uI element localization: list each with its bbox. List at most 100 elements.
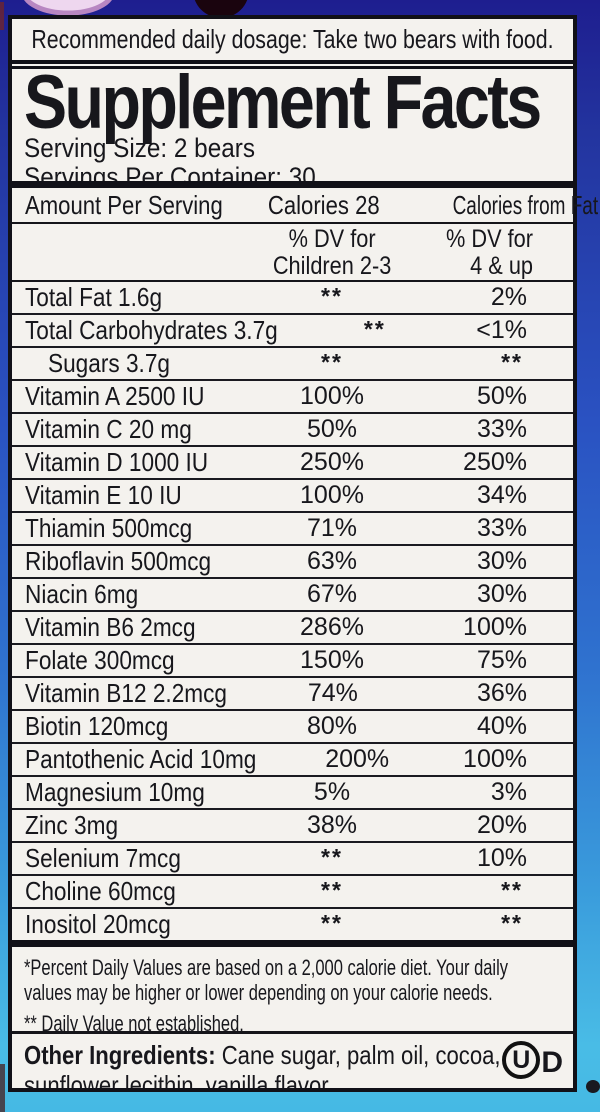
nutrient-row: Total Fat 1.6g ** 2%	[12, 282, 573, 315]
subheader-dv-children: % DV for Children 2-3	[272, 225, 392, 280]
header-calories: Calories 28	[267, 189, 380, 220]
nutrient-dv-children: 150%	[300, 646, 364, 674]
other-ingredients-section: Other Ingredients: Cane sugar, palm oil,…	[12, 1034, 573, 1088]
nutrient-row: Inositol 20mcg ** **	[12, 909, 573, 940]
nutrient-dv-children: **	[321, 910, 343, 936]
nutrient-name: Vitamin E 10 IU	[25, 480, 182, 510]
nutrient-dv-4up: 33%	[476, 415, 527, 443]
nutrient-name: Vitamin B12 2.2mcg	[25, 678, 228, 708]
nutrient-dv-4up: 100%	[463, 613, 527, 641]
facts-header-section: Supplement Facts Serving Size: 2 bears S…	[12, 66, 573, 188]
nutrient-dv-4up: 100%	[463, 745, 527, 773]
nutrient-row: Thiamin 500mcg 71% 33%	[12, 513, 573, 546]
percent-dv-footnote: *Percent Daily Values are based on a 2,0…	[24, 955, 509, 1005]
nutrient-row: Selenium 7mcg ** 10%	[12, 843, 573, 876]
bottle-artwork-fragments	[24, 0, 248, 18]
nutrient-row: Vitamin A 2500 IU 100% 50%	[12, 381, 573, 414]
nutrient-name: Total Fat 1.6g	[25, 282, 163, 312]
nutrient-name: Selenium 7mcg	[25, 843, 181, 873]
nutrient-name: Vitamin D 1000 IU	[25, 447, 209, 477]
nutrient-dv-children: 250%	[300, 448, 364, 476]
nutrient-dv-4up: 10%	[476, 844, 527, 872]
kosher-circled-u-icon: U	[502, 1041, 541, 1079]
nutrient-dv-children: 286%	[300, 613, 364, 641]
nutrient-dv-4up: 2%	[490, 283, 527, 311]
nutrient-name: Vitamin B6 2mcg	[25, 612, 196, 642]
other-ingredients-list: Cane sugar, palm oil, cocoa, sunflower l…	[24, 1040, 501, 1088]
nutrient-dv-4up: 20%	[476, 811, 527, 839]
nutrient-dv-4up: 36%	[476, 679, 527, 707]
nutrient-row: Magnesium 10mg 5% 3%	[12, 777, 573, 810]
nutrient-dv-4up: <1%	[476, 316, 527, 344]
nutrient-row: Niacin 6mg 67% 30%	[12, 579, 573, 612]
nutrient-name: Thiamin 500mcg	[25, 513, 193, 543]
kosher-d-letter: D	[541, 1046, 563, 1079]
nutrient-row: Vitamin D 1000 IU 250% 250%	[12, 447, 573, 480]
header-amount-per-serving: Amount Per Serving	[25, 189, 223, 220]
nutrient-dv-children: 100%	[300, 481, 364, 509]
nutrient-dv-children: 71%	[306, 514, 358, 542]
dosage-note-text: Recommended daily dosage: Take two bears…	[31, 24, 554, 54]
nutrient-name: Folate 300mcg	[25, 645, 175, 675]
nutrient-dv-4up: 33%	[476, 514, 527, 542]
photo-edge-artifact-top	[0, 2, 4, 30]
photo-edge-artifact-bottom	[0, 1064, 5, 1112]
nutrient-row: Choline 60mcg ** **	[12, 876, 573, 909]
subheader-dv-4up: % DV for 4 & up	[445, 225, 533, 280]
nutrient-dv-4up: **	[501, 349, 523, 375]
nutrient-row: Pantothenic Acid 10mg 200% 100%	[12, 744, 573, 777]
dosage-note: Recommended daily dosage: Take two bears…	[12, 19, 573, 64]
decor-dark-circle	[194, 0, 248, 18]
nutrient-name: Biotin 120mcg	[25, 711, 169, 741]
nutrient-dv-children: 74%	[307, 679, 358, 707]
nutrient-dv-4up: 30%	[476, 547, 527, 575]
nutrient-dv-children: 50%	[306, 415, 358, 443]
table-header-row: Amount Per Serving Calories 28 Calories …	[12, 188, 600, 224]
nutrient-dv-children: **	[363, 316, 386, 342]
nutrient-dv-4up: 34%	[476, 481, 527, 509]
thick-divider	[12, 940, 573, 947]
decor-pink-ellipse	[24, 0, 112, 16]
nutrient-dv-children: 80%	[306, 712, 358, 740]
nutrient-name: Vitamin C 20 mg	[25, 414, 192, 444]
nutrient-name: Choline 60mcg	[25, 876, 176, 906]
nutrient-name: Vitamin A 2500 IU	[25, 381, 205, 411]
dv-not-established-footnote: ** Daily Value not established.	[24, 1011, 244, 1034]
nutrient-name: Sugars 3.7g	[48, 348, 170, 378]
nutrient-dv-4up: 75%	[476, 646, 527, 674]
facts-title: Supplement Facts	[24, 66, 542, 145]
nutrient-name: Riboflavin 500mcg	[25, 546, 212, 576]
decor-corner-dot	[586, 1080, 600, 1093]
nutrient-dv-children: 38%	[306, 811, 358, 839]
nutrient-dv-children: 5%	[313, 778, 351, 806]
serving-size: Serving Size: 2 bears	[24, 133, 255, 163]
nutrient-dv-4up: **	[501, 910, 523, 936]
nutrient-row: Vitamin B12 2.2mcg 74% 36%	[12, 678, 573, 711]
nutrient-dv-children: 63%	[306, 547, 358, 575]
nutrient-row: Riboflavin 500mcg 63% 30%	[12, 546, 573, 579]
nutrient-name: Niacin 6mg	[25, 579, 139, 609]
kosher-ou-d-symbol: U D	[502, 1040, 563, 1080]
nutrient-dv-children: 200%	[325, 745, 390, 773]
nutrient-dv-4up: 3%	[490, 778, 527, 806]
nutrient-row: Sugars 3.7g ** **	[12, 348, 573, 381]
nutrient-dv-4up: 250%	[463, 448, 527, 476]
nutrient-dv-4up: **	[501, 877, 523, 903]
nutrient-name: Inositol 20mcg	[25, 909, 171, 939]
nutrient-dv-children: 67%	[306, 580, 358, 608]
table-subheader-row: % DV for Children 2-3 % DV for 4 & up	[12, 224, 573, 282]
nutrient-name: Zinc 3mg	[25, 810, 119, 840]
label-panel: Recommended daily dosage: Take two bears…	[8, 15, 600, 1092]
nutrient-dv-children: **	[321, 283, 343, 309]
nutrient-row: Vitamin C 20 mg 50% 33%	[12, 414, 573, 447]
nutrient-dv-4up: 50%	[476, 382, 527, 410]
nutrient-dv-4up: 30%	[476, 580, 527, 608]
nutrient-name: Magnesium 10mg	[25, 777, 205, 807]
nutrient-rows: Total Fat 1.6g ** 2% Total Carbohydrates…	[12, 282, 573, 940]
subheader-spacer	[12, 226, 256, 280]
nutrient-row: Vitamin E 10 IU 100% 34%	[12, 480, 573, 513]
nutrient-dv-children: **	[321, 349, 343, 375]
other-ingredients-text: Other Ingredients: Cane sugar, palm oil,…	[24, 1040, 561, 1088]
servings-per-container: Servings Per Container: 30	[24, 162, 316, 188]
